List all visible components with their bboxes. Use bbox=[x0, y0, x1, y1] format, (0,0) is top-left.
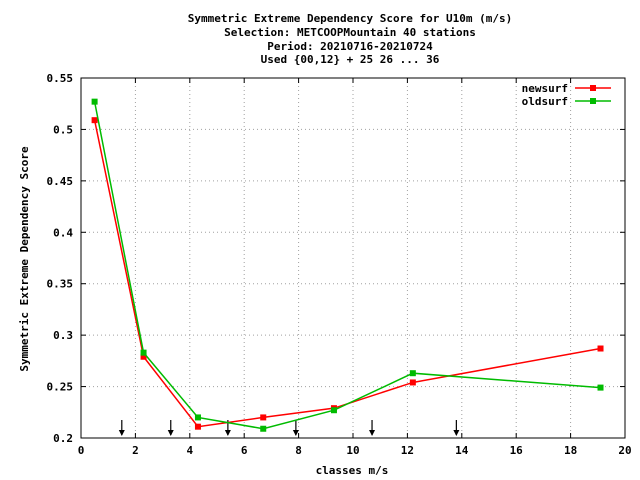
title-line-4: Used {00,12} + 25 26 ... 36 bbox=[261, 53, 440, 66]
class-boundary-arrow-4 bbox=[369, 420, 376, 436]
series bbox=[91, 98, 604, 432]
point-newsurf-6 bbox=[597, 345, 604, 352]
point-oldsurf-3 bbox=[260, 425, 267, 432]
point-newsurf-2 bbox=[194, 423, 201, 430]
grid bbox=[81, 78, 625, 438]
x-tick-label-2: 4 bbox=[186, 444, 193, 457]
point-oldsurf-5 bbox=[409, 370, 416, 377]
y-tick-label-3: 0.35 bbox=[47, 278, 74, 291]
x-tick-label-9: 18 bbox=[564, 444, 577, 457]
y-tick-label-6: 0.5 bbox=[53, 123, 73, 136]
legend-item-oldsurf: oldsurf bbox=[522, 95, 611, 108]
legend-swatch-marker-oldsurf bbox=[590, 98, 596, 104]
x-tick-label-10: 20 bbox=[618, 444, 631, 457]
title-line-1: Symmetric Extreme Dependency Score for U… bbox=[188, 12, 513, 25]
series-line-newsurf bbox=[93, 120, 601, 428]
chart-title: Symmetric Extreme Dependency Score for U… bbox=[188, 12, 513, 66]
point-newsurf-0 bbox=[91, 117, 98, 124]
point-oldsurf-4 bbox=[330, 407, 337, 414]
class-boundary-arrow-0 bbox=[118, 420, 125, 436]
y-axis-label: Symmetric Extreme Dependency Score bbox=[18, 146, 31, 372]
class-boundary-arrow-1 bbox=[167, 420, 174, 436]
point-newsurf-5 bbox=[409, 379, 416, 386]
point-newsurf-1 bbox=[140, 353, 147, 360]
y-tick-label-0: 0.2 bbox=[53, 432, 73, 445]
title-line-2: Selection: METCOOPMountain 40 stations bbox=[224, 26, 476, 39]
point-oldsurf-2 bbox=[194, 414, 201, 421]
class-boundary-arrows bbox=[118, 420, 460, 436]
legend-label-oldsurf: oldsurf bbox=[522, 95, 568, 108]
point-oldsurf-0 bbox=[91, 98, 98, 105]
series-line-oldsurf bbox=[93, 101, 601, 430]
point-oldsurf-1 bbox=[140, 349, 147, 356]
x-tick-label-1: 2 bbox=[132, 444, 139, 457]
x-tick-label-3: 6 bbox=[241, 444, 248, 457]
point-newsurf-3 bbox=[260, 414, 267, 421]
x-axis-label: classes m/s bbox=[316, 464, 389, 477]
y-tick-label-2: 0.3 bbox=[53, 329, 73, 342]
legend-label-newsurf: newsurf bbox=[522, 82, 568, 95]
legend-swatch-marker-newsurf bbox=[590, 85, 596, 91]
x-tick-label-6: 12 bbox=[401, 444, 414, 457]
class-boundary-arrow-3 bbox=[292, 420, 299, 436]
x-tick-label-0: 0 bbox=[78, 444, 85, 457]
y-tick-label-4: 0.4 bbox=[53, 226, 73, 239]
class-boundary-arrow-5 bbox=[453, 420, 460, 436]
x-axis: 0 2 4 6 8 10 12 14 16 18 20 bbox=[78, 78, 632, 457]
y-tick-label-5: 0.45 bbox=[47, 175, 74, 188]
x-tick-label-8: 16 bbox=[510, 444, 524, 457]
legend-item-newsurf: newsurf bbox=[522, 82, 611, 95]
x-tick-label-5: 10 bbox=[346, 444, 359, 457]
point-oldsurf-6 bbox=[597, 384, 604, 391]
y-tick-label-1: 0.25 bbox=[47, 381, 74, 394]
series-oldsurf bbox=[91, 98, 604, 432]
y-axis: 0.2 0.25 0.3 0.35 0.4 0.45 0.5 0.55 bbox=[47, 72, 625, 445]
x-tick-label-4: 8 bbox=[295, 444, 302, 457]
y-tick-label-7: 0.55 bbox=[47, 72, 74, 85]
title-line-3: Period: 20210716-20210724 bbox=[267, 40, 433, 53]
x-tick-label-7: 14 bbox=[455, 444, 469, 457]
